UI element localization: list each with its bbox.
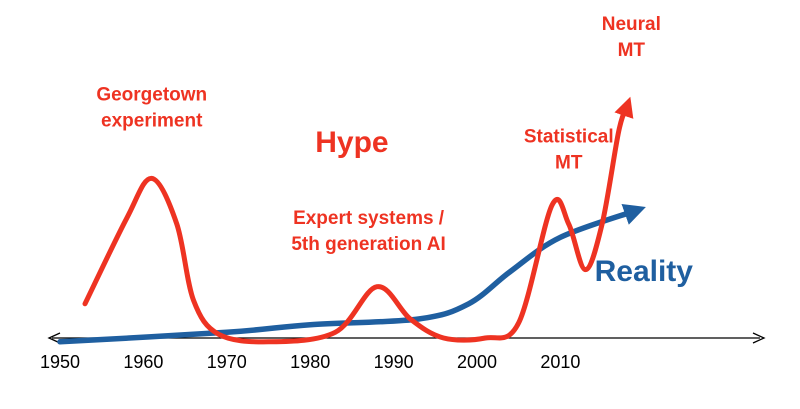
annotation-statistical-mt: Statistical MT <box>524 126 614 173</box>
annotation-expert-systems-line-1: 5th generation AI <box>291 234 445 255</box>
annotation-reality-label: Reality <box>595 255 694 288</box>
annotation-georgetown-line-1: experiment <box>101 111 203 132</box>
annotation-reality-label-line-0: Reality <box>595 255 694 288</box>
x-tick-label: 1990 <box>374 352 414 372</box>
annotation-neural-mt-line-1: MT <box>618 40 646 61</box>
x-tick-label: 1960 <box>123 352 163 372</box>
x-axis-left-arrowhead <box>47 332 61 344</box>
x-tick-label: 1970 <box>207 352 247 372</box>
reality-series-line <box>57 203 646 345</box>
annotation-hype-label-line-0: Hype <box>315 126 388 159</box>
x-tick-label: 1980 <box>290 352 330 372</box>
annotation-neural-mt-line-0: Neural <box>602 14 661 35</box>
annotation-statistical-mt-line-1: MT <box>555 152 583 173</box>
hype-series-line <box>82 96 634 345</box>
annotations: Georgetown experiment Hype Expert systems /… <box>96 14 693 288</box>
annotation-georgetown-line-0: Georgetown <box>96 85 207 106</box>
annotation-expert-systems-line-0: Expert systems / <box>293 208 445 229</box>
x-tick-label: 2010 <box>540 352 580 372</box>
x-tick-label: 2000 <box>457 352 497 372</box>
annotation-georgetown: Georgetown experiment <box>96 85 207 132</box>
annotation-statistical-mt-line-0: Statistical <box>524 126 614 147</box>
series <box>57 96 646 345</box>
annotation-hype-label: Hype <box>315 126 388 159</box>
annotation-neural-mt: Neural MT <box>602 14 661 61</box>
x-tick-labels: 1950 1960 1970 1980 1990 2000 2010 <box>40 352 580 372</box>
x-axis-right-arrowhead <box>752 332 766 344</box>
x-tick-label: 1950 <box>40 352 80 372</box>
annotation-expert-systems: Expert systems / 5th generation AI <box>291 208 445 255</box>
